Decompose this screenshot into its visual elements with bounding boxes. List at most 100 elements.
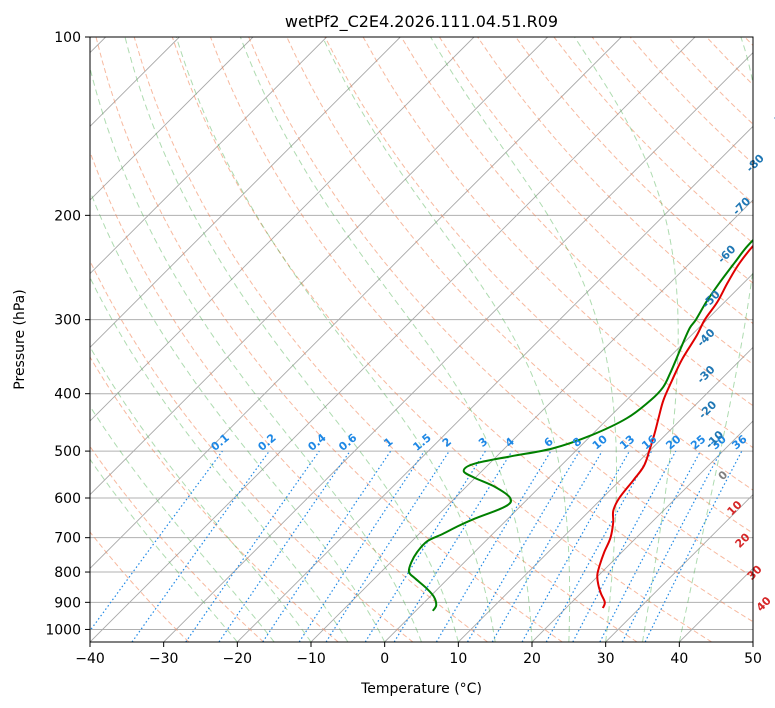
curve-label: -10 — [703, 428, 726, 451]
moist-adiabat — [90, 345, 312, 642]
dry-adiabat — [515, 37, 753, 284]
mixing-ratio-label: 1 — [381, 435, 395, 450]
y-tick-label: 400 — [54, 387, 81, 403]
dry-adiabat — [248, 37, 753, 578]
mixing-ratio-line — [393, 450, 513, 642]
mixing-ratio-line — [621, 450, 722, 642]
dry-adiabat — [324, 37, 753, 491]
x-tick-label: 0 — [380, 651, 389, 667]
y-tick-label: 900 — [54, 595, 81, 611]
dry-adiabat — [210, 37, 753, 623]
dry-adiabat — [400, 37, 753, 407]
x-tick-label: −20 — [223, 651, 253, 667]
isotherm-line — [752, 641, 753, 642]
dry-adiabat — [90, 445, 264, 642]
moist-adiabat — [90, 65, 422, 642]
isotherm-line — [605, 494, 753, 642]
mixing-ratio-label: 20 — [664, 432, 684, 452]
isotherm-line — [458, 346, 753, 642]
mixing-ratio-label: 0.4 — [305, 431, 329, 454]
isotherm-line — [90, 37, 696, 642]
x-tick-label: −30 — [149, 651, 179, 667]
x-tick-label: 40 — [670, 651, 688, 667]
isotherm-line — [90, 37, 327, 275]
x-tick-label: 30 — [597, 651, 615, 667]
x-tick-label: 10 — [449, 651, 467, 667]
curve-label: -80 — [744, 151, 767, 174]
curve-label: -90 — [769, 100, 775, 123]
dry-adiabat — [438, 37, 753, 366]
y-tick-label: 800 — [54, 565, 81, 581]
dry-adiabat — [133, 37, 638, 642]
curve-label: 10 — [725, 498, 745, 518]
isotherm-line — [384, 273, 753, 642]
y-tick-label: 300 — [54, 313, 81, 329]
curve-label: 40 — [754, 594, 774, 614]
moist-adiabat — [430, 37, 617, 642]
mixing-ratio-label: 0.2 — [255, 431, 278, 453]
mixing-ratio-line — [466, 450, 580, 642]
mixing-ratio-label: 3 — [476, 435, 490, 450]
mixing-ratio-line — [599, 450, 702, 642]
isotherm-line — [90, 37, 475, 422]
moist-adiabat — [322, 37, 571, 642]
mixing-ratio-line — [131, 450, 270, 642]
moist-adiabat — [574, 37, 679, 642]
curve-label: -30 — [694, 363, 717, 386]
temperature-profile-line — [596, 244, 753, 609]
curve-label: 0 — [716, 468, 731, 483]
mixing-ratio-label: 0.1 — [209, 431, 232, 453]
mixing-ratio-line — [325, 450, 450, 642]
moist-adiabat — [90, 189, 386, 642]
x-axis: −40 −30 −20 −10 0 10 20 30 40 50 — [75, 642, 762, 667]
isotherm-line — [90, 37, 622, 569]
mixing-ratio-line — [545, 450, 653, 642]
isotherm-line — [90, 37, 254, 201]
mixing-ratio-line — [572, 450, 677, 642]
mixing-ratio-label: 13 — [617, 433, 637, 453]
dry-adiabat — [90, 531, 190, 642]
curve-label: 30 — [745, 562, 765, 582]
mixing-ratio-line — [90, 450, 223, 632]
mixing-ratio-line — [298, 450, 425, 642]
isotherm-line — [163, 52, 753, 642]
curve-label: -40 — [694, 326, 717, 349]
y-tick-label: 1000 — [45, 622, 81, 638]
isotherm-line — [531, 420, 753, 642]
y-tick-label: 700 — [54, 531, 81, 547]
mixing-ratio-line — [521, 450, 631, 642]
dry-adiabat — [553, 37, 753, 244]
x-tick-label: −10 — [296, 651, 326, 667]
dry-adiabat — [90, 150, 488, 642]
dry-adiabat — [90, 356, 339, 642]
y-tick-label: 500 — [54, 444, 81, 460]
dry-adiabat — [706, 37, 753, 86]
mixing-ratio-line — [644, 450, 743, 642]
isotherm-line — [90, 37, 401, 348]
y-axis: 100 200 300 400 500 600 700 800 900 1000 — [45, 30, 90, 638]
moist-adiabat — [90, 458, 238, 642]
mixing-ratio-line — [262, 450, 392, 642]
moist-adiabat — [90, 405, 275, 642]
x-tick-label: −40 — [75, 651, 105, 667]
curve-label: -70 — [730, 194, 753, 217]
mixing-ratio-label: 36 — [730, 432, 750, 452]
mixing-ratio-label: 0.6 — [336, 431, 360, 454]
mixing-ratio-line — [435, 450, 552, 642]
x-tick-label: 20 — [523, 651, 541, 667]
mixing-ratio-line — [218, 450, 351, 642]
dewpoint-profile-line — [407, 238, 753, 612]
y-tick-label: 600 — [54, 491, 81, 507]
isotherm-line — [90, 37, 548, 496]
x-axis-label: Temperature (°C) — [360, 681, 482, 697]
isotherm-line — [237, 125, 753, 642]
moist-adiabat — [124, 37, 459, 642]
x-tick-label: 50 — [744, 651, 762, 667]
dry-adiabat — [90, 259, 414, 642]
moist-adiabat — [678, 37, 753, 642]
dry-adiabat — [95, 37, 563, 642]
curve-label: -20 — [696, 398, 719, 421]
moist-adiabat — [239, 37, 533, 642]
y-axis-label: Pressure (hPa) — [12, 289, 28, 389]
moist-adiabat — [90, 276, 349, 642]
